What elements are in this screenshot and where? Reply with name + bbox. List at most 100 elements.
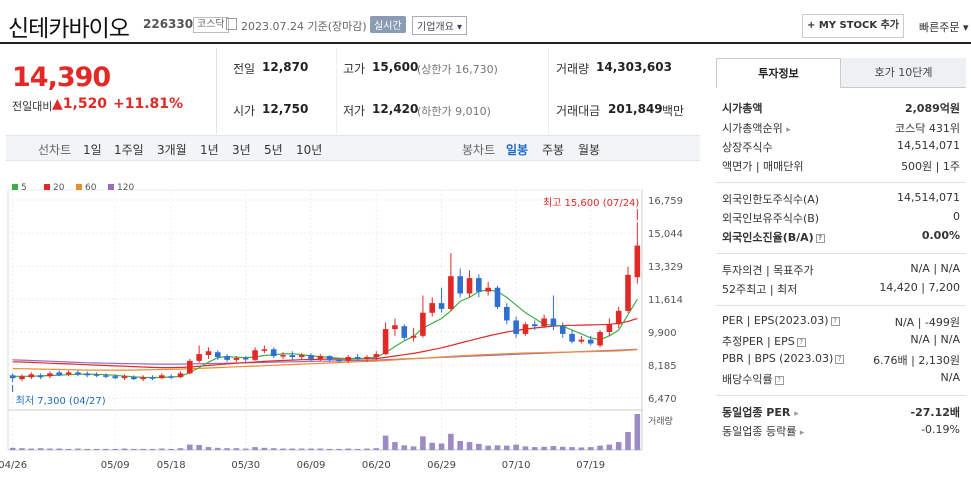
tab-invest-info[interactable]: 투자정보 (716, 58, 841, 88)
candle-monthly[interactable]: 월봉 (578, 143, 601, 157)
volume-bar (494, 445, 501, 450)
industry-rate-label: 동일업종 등락률 ▸ (722, 425, 805, 438)
stock-name: 신테카바이오 (8, 16, 130, 42)
y-tick-label: 13,329 (648, 262, 683, 273)
stock-header: 신테카바이오 226330 코스닥 2023.07.24 기준(장마감) 실시간… (0, 0, 971, 44)
volume-label: 거래량 (648, 415, 673, 427)
help-icon[interactable]: ? (774, 375, 784, 385)
pbr-value: 6.76배 | 2,130원 (873, 354, 960, 367)
volume-bar (196, 444, 202, 450)
candle-body (270, 349, 277, 357)
period-1w[interactable]: 1주일 (114, 143, 144, 157)
period-3y[interactable]: 3년 (232, 143, 251, 157)
candle-daily[interactable]: 일봉 (506, 143, 529, 157)
add-mystock-button[interactable]: + MY STOCK 추가 (802, 14, 904, 38)
x-tick-label: 05/09 (101, 460, 130, 471)
foreign-ratio-row: 외국인소진율(B/A)? 0.00% (722, 229, 960, 248)
candle-body (326, 356, 333, 360)
per-label: PER | EPS(2023.03)? (722, 314, 840, 327)
candle-body (410, 335, 417, 338)
shares-label: 상장주식수 (722, 141, 773, 154)
dividend-row: 배당수익률? N/A (722, 371, 960, 390)
candle-weekly[interactable]: 주봉 (542, 143, 565, 157)
help-icon[interactable]: ? (830, 316, 840, 326)
realtime-button[interactable]: 실시간 (370, 16, 406, 33)
volume-bar (121, 448, 128, 450)
high-label: 고가 (343, 62, 366, 76)
company-info-dropdown[interactable]: 기업개요 ▾ (412, 16, 467, 35)
foreign-hold-row: 외국인보유주식수(B) 0 (722, 210, 960, 229)
candle-body (214, 352, 221, 358)
y-tick-label: 8,185 (648, 361, 677, 372)
volume-bar (476, 443, 482, 450)
ma60-line (12, 349, 638, 371)
foreign-limit-value: 14,514,071 (897, 191, 960, 204)
lower-limit: (하한가 9,010) (417, 105, 491, 118)
divider (336, 48, 337, 134)
week52-row: 52주최고 | 최저 14,420 | 7,200 (722, 281, 960, 300)
volume-bar (410, 446, 417, 450)
volume-bar (9, 447, 16, 450)
candle-body (513, 320, 519, 334)
help-icon[interactable]: ? (796, 337, 806, 347)
volume-bar (65, 448, 72, 450)
candle-body (625, 274, 631, 311)
volume-bar (531, 447, 538, 450)
high-annotation: 최고 15,600 (07/24) (543, 197, 639, 209)
candle-body (401, 326, 408, 338)
volume-bar (550, 446, 557, 450)
market-rank-row[interactable]: 시가총액순위 ▸ 코스닥 431위 (722, 120, 960, 139)
candle-body (578, 339, 585, 342)
par-row: 액면가 | 매매단위 500원 | 1주 (722, 158, 960, 177)
period-1d[interactable]: 1일 (83, 143, 102, 157)
candle-body (121, 376, 128, 379)
candle-body (75, 372, 81, 375)
divider (716, 395, 966, 396)
candle-body (19, 376, 25, 380)
volume-bar (252, 447, 258, 450)
y-tick-label: 15,044 (648, 229, 683, 240)
period-3m[interactable]: 3개월 (157, 143, 187, 157)
candle-body (252, 350, 258, 360)
candle-body (242, 357, 249, 360)
y-tick-label: 6,470 (648, 394, 677, 405)
reference-date: 2023.07.24 기준(장마감) (241, 20, 367, 33)
volume-bar (224, 448, 230, 450)
x-tick-label: 07/19 (576, 460, 605, 471)
volume-bar (438, 443, 445, 450)
candle-body (448, 276, 454, 309)
market-cap-value: 2,089억원 (904, 102, 960, 115)
candle-body (84, 373, 91, 376)
volume-bar (233, 448, 240, 450)
period-10y[interactable]: 10년 (296, 143, 323, 157)
low-annotation: 최저 7,300 (04/27) (16, 395, 106, 407)
candle-body (187, 360, 193, 374)
tab-order-book[interactable]: 호가 10단계 (841, 58, 966, 88)
volume-bar (131, 448, 137, 450)
industry-per-label: 동일업종 PER ▸ (722, 406, 799, 419)
help-icon[interactable]: ? (835, 354, 845, 364)
period-1y[interactable]: 1년 (200, 143, 219, 157)
volume-bar (298, 448, 305, 450)
industry-rate-row[interactable]: 동일업종 등락률 ▸ -0.19% (722, 423, 960, 442)
industry-per-row[interactable]: 동일업종 PER ▸ -27.12배 (722, 404, 960, 423)
volume-bar (457, 441, 463, 450)
period-5y[interactable]: 5년 (264, 143, 283, 157)
divider (716, 305, 966, 306)
x-tick-label: 06/20 (362, 460, 391, 471)
opinion-value: N/A | N/A (910, 262, 960, 275)
candle-body (308, 355, 314, 359)
y-tick-label: 16,759 (648, 196, 683, 207)
market-badge: 코스닥 (193, 17, 229, 33)
industry-per-value: -27.12배 (910, 406, 960, 419)
help-icon[interactable]: ? (815, 233, 825, 243)
candle-body (587, 339, 594, 344)
quick-order-dropdown[interactable]: 빠른주문 ▾ (919, 21, 969, 34)
candle-body (37, 375, 44, 378)
candle-body (541, 318, 547, 327)
change-value: ▲1,520 (52, 96, 108, 112)
candle-body (466, 278, 473, 294)
volume-bar (280, 448, 286, 450)
foreign-limit-row: 외국인한도주식수(A) 14,514,071 (722, 191, 960, 210)
candle-body (569, 333, 575, 342)
